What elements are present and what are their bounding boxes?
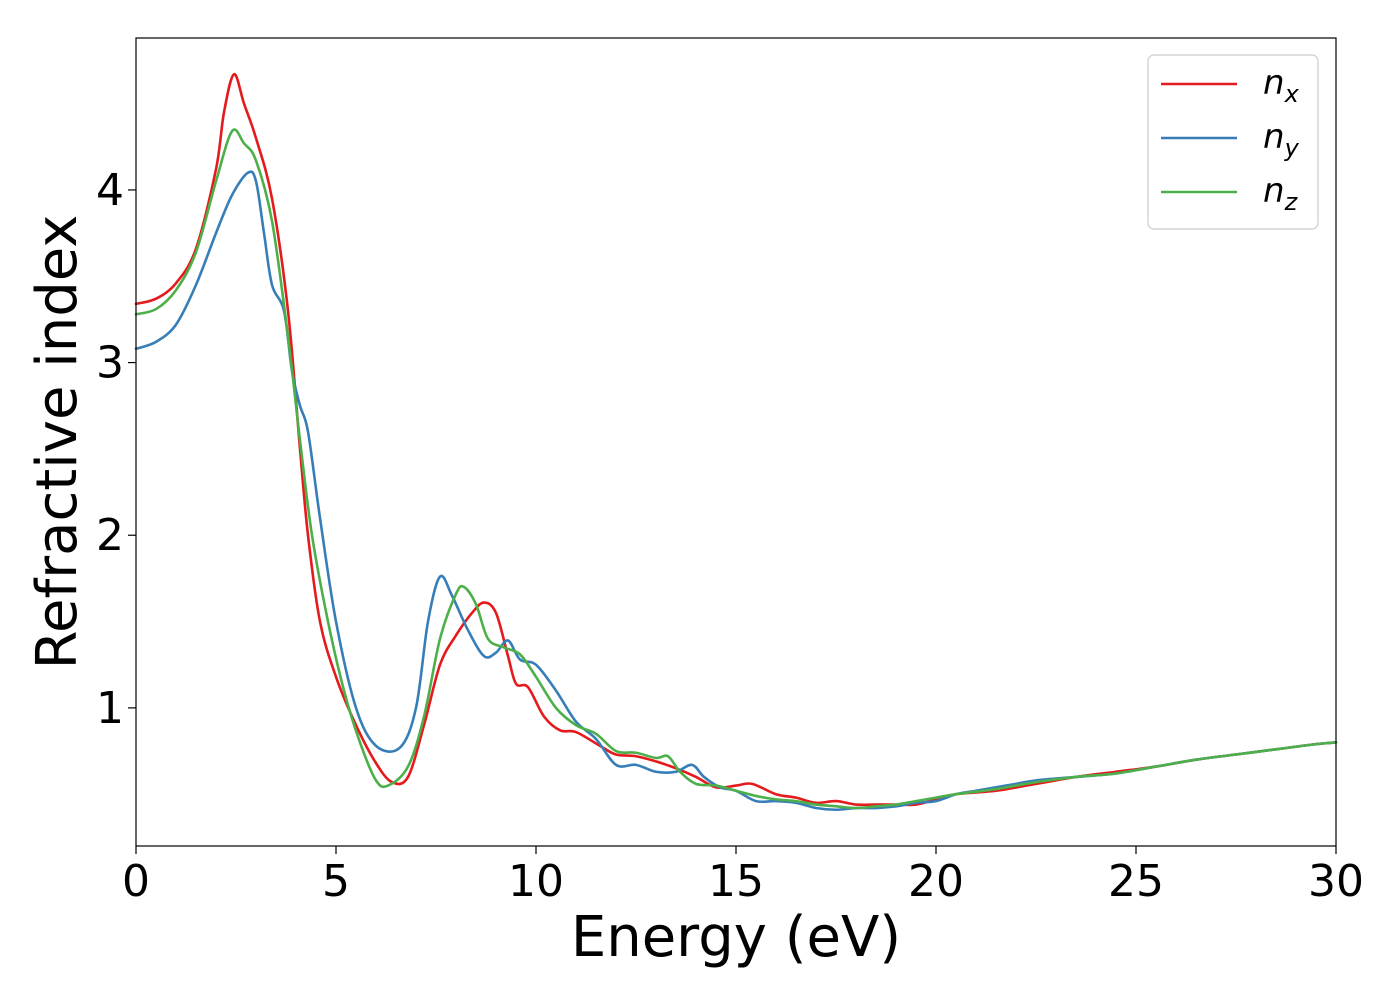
x-tick-label: 25 — [1108, 856, 1164, 907]
y-axis-label: Refractive index — [25, 215, 90, 670]
series-layer — [134, 72, 1338, 812]
legend: nx ny nz — [1147, 54, 1319, 230]
series-line-z — [134, 128, 1338, 810]
x-tick-label: 20 — [908, 856, 964, 907]
legend-label-y: ny — [1263, 117, 1300, 162]
x-axis: 0 5 10 15 20 25 30 — [122, 846, 1364, 907]
x-tick-label: 30 — [1308, 856, 1364, 907]
x-tick-label: 15 — [708, 856, 764, 907]
y-tick-label: 3 — [96, 338, 124, 389]
x-axis-label: Energy (eV) — [571, 905, 901, 970]
legend-label-x: nx — [1263, 63, 1300, 108]
legend-box — [1147, 54, 1319, 230]
y-tick-label: 2 — [96, 510, 124, 561]
x-tick-label: 10 — [508, 856, 564, 907]
x-tick-label: 0 — [122, 856, 150, 907]
y-tick-label: 1 — [96, 683, 124, 734]
y-tick-label: 4 — [96, 165, 124, 216]
y-axis: 1 2 3 4 — [96, 165, 136, 734]
plot-area — [136, 38, 1336, 846]
x-tick-label: 5 — [322, 856, 350, 907]
legend-label-z: nz — [1263, 171, 1299, 216]
